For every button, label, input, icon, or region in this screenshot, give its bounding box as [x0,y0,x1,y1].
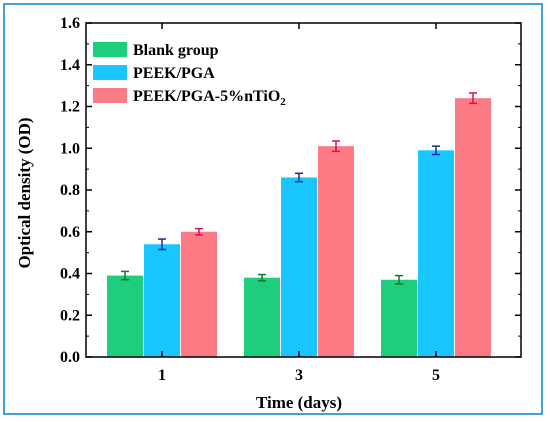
y-tick-label-5: 1.0 [60,140,80,157]
bar-s2-c0 [181,231,217,357]
legend-label-peek-pga: PEEK/PGA [133,65,215,82]
y-tick-label-2: 0.4 [60,266,80,283]
bar-s0-c2 [381,279,417,357]
legend-swatch-peek-pga-tio2 [93,88,127,103]
y-tick-label-3: 0.6 [60,224,80,241]
y-tick-label-0: 0.0 [60,349,80,366]
x-axis-title: Time (days) [256,393,342,412]
y-tick-label-1: 0.2 [60,307,80,324]
bar-s2-c2 [455,98,491,358]
y-tick-label-7: 1.4 [60,57,80,74]
bar-s0-c0 [107,275,143,357]
bar-s0-c1 [244,277,280,357]
bar-s2-c1 [318,146,354,357]
axes-layer: 0.0 0.2 0.4 0.6 0.8 1.0 1.2 1.4 1.6 1 3 5 [60,15,522,384]
y-axis-title: Optical density (OD) [15,117,34,268]
legend-label-peek-pga-tio2: PEEK/PGA-5%nTiO2 [133,88,286,108]
y-tick-label-8: 1.6 [60,15,80,32]
x-tick-label-0: 1 [158,367,166,384]
bars-layer [107,92,491,358]
bar-s1-c1 [281,177,317,357]
bar-s1-c0 [144,244,180,357]
legend-label-subscript: 2 [280,96,286,108]
legend-label-main: PEEK/PGA-5%nTiO [133,88,280,105]
legend-swatch-blank-group [93,42,127,57]
legend-swatch-peek-pga [93,65,127,80]
bar-s1-c2 [418,150,454,357]
x-tick-label-2: 5 [432,367,440,384]
y-tick-label-4: 0.8 [60,182,80,199]
legend: Blank group PEEK/PGA PEEK/PGA-5%nTiO2 [93,42,286,108]
chart-frame [3,3,543,415]
y-tick-label-6: 1.2 [60,99,80,116]
x-tick-label-1: 3 [295,367,303,384]
legend-label-blank-group: Blank group [133,42,219,59]
